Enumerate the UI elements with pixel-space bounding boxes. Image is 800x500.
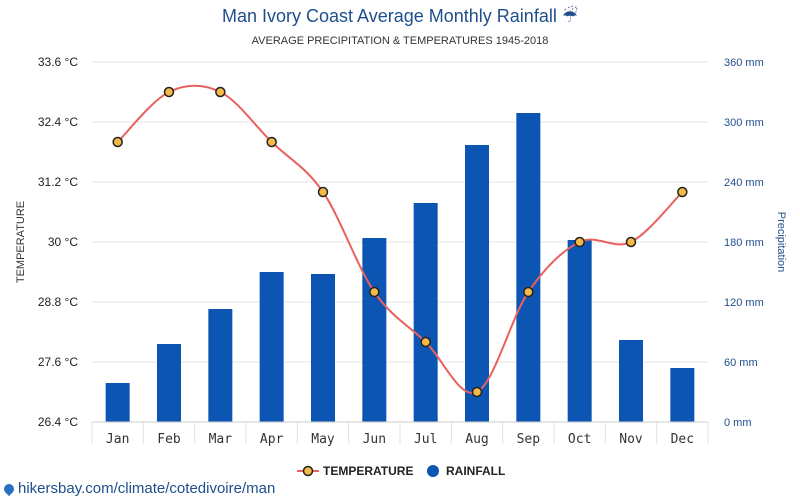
left-tick-label: 26.4 °C	[38, 415, 78, 429]
left-tick-label: 31.2 °C	[38, 175, 78, 189]
right-tick-label: 0 mm	[724, 417, 752, 429]
rainfall-bar[interactable]	[208, 309, 233, 422]
left-axis: 33.6 °C 32.4 °C 31.2 °C 30 °C 28.8 °C 27.6 °C…	[38, 55, 78, 429]
legend-temperature-marker	[302, 465, 314, 477]
watermark-text: hikersbay.com/climate/cotedivoire/man	[18, 480, 276, 497]
rainfall-bar[interactable]	[516, 113, 541, 422]
temperature-points	[112, 86, 688, 398]
temperature-point[interactable]	[266, 136, 277, 148]
temperature-point[interactable]	[112, 136, 123, 148]
grid-lines	[92, 61, 708, 423]
x-tick-label: Jun	[363, 432, 386, 447]
source-watermark[interactable]: hikersbay.com/climate/cotedivoire/man	[1, 480, 276, 497]
legend-rainfall-label: RAINFALL	[446, 464, 505, 478]
legend-temperature-label: TEMPERATURE	[323, 464, 413, 478]
umbrella-icon: ☔	[561, 6, 578, 26]
right-tick-label: 180 mm	[724, 237, 764, 249]
rainfall-bar[interactable]	[567, 240, 592, 422]
chart-subtitle: AVERAGE PRECIPITATION & TEMPERATURES 194…	[251, 35, 549, 47]
temperature-line	[116, 84, 684, 395]
temperature-point[interactable]	[677, 186, 688, 198]
right-tick-label: 300 mm	[724, 117, 764, 129]
x-tick-label: Nov	[619, 432, 643, 447]
left-tick-label: 28.8 °C	[38, 295, 78, 309]
x-tick-label: Apr	[260, 432, 284, 447]
legend-rainfall-marker	[427, 465, 439, 477]
rainfall-bar[interactable]	[311, 274, 335, 422]
temperature-point[interactable]	[471, 386, 483, 398]
x-tick-label: Jan	[106, 432, 129, 447]
rainfall-bar[interactable]	[465, 145, 489, 422]
chart-title: Man Ivory Coast Average Monthly Rainfall…	[0, 6, 800, 27]
x-tick-label: Aug	[465, 432, 488, 447]
chart-title-text: Man Ivory Coast Average Monthly Rainfall	[222, 6, 557, 26]
rainfall-bar[interactable]	[157, 344, 181, 422]
temperature-point[interactable]	[574, 236, 585, 248]
left-axis-label: TEMPERATURE	[15, 201, 27, 283]
right-tick-label: 360 mm	[724, 57, 764, 69]
left-tick-label: 27.6 °C	[38, 355, 78, 369]
right-axis: 360 mm 300 mm 240 mm 180 mm 120 mm 60 mm 0 mm	[724, 57, 764, 429]
x-tick-label: Dec	[671, 432, 694, 447]
x-tick-label: Mar	[209, 432, 233, 447]
x-tick-label: May	[311, 432, 335, 447]
temperature-point[interactable]	[369, 286, 380, 298]
right-tick-label: 60 mm	[724, 357, 758, 369]
legend: TEMPERATURE RAINFALL	[297, 464, 505, 478]
temperature-point[interactable]	[215, 86, 226, 98]
x-tick-label: Sep	[517, 432, 541, 447]
left-tick-label: 33.6 °C	[38, 55, 78, 69]
right-axis-label: Precipitation	[775, 212, 787, 273]
map-pin-icon	[1, 481, 17, 497]
temperature-point[interactable]	[420, 336, 431, 348]
rainfall-bar[interactable]	[259, 272, 284, 422]
temperature-point[interactable]	[317, 186, 329, 198]
right-tick-label: 120 mm	[724, 297, 764, 309]
right-tick-label: 240 mm	[724, 177, 764, 189]
x-tick-label: Jul	[414, 432, 437, 447]
temperature-point[interactable]	[523, 286, 534, 298]
temperature-point[interactable]	[163, 86, 175, 98]
rainfall-bar[interactable]	[619, 340, 643, 422]
x-axis: Jan Feb Mar Apr May Jun Jul Aug Sep Oct Nov Dec	[91, 421, 709, 447]
rainfall-bars	[105, 113, 695, 422]
rainfall-bar[interactable]	[362, 238, 387, 422]
temperature-point[interactable]	[625, 236, 637, 248]
rainfall-bar[interactable]	[105, 383, 130, 422]
rainfall-bar[interactable]	[670, 368, 695, 422]
left-tick-label: 30 °C	[48, 235, 78, 249]
rainfall-bar[interactable]	[413, 203, 438, 422]
x-tick-label: Oct	[568, 432, 591, 447]
left-tick-label: 32.4 °C	[38, 115, 78, 129]
x-tick-label: Feb	[157, 432, 181, 447]
